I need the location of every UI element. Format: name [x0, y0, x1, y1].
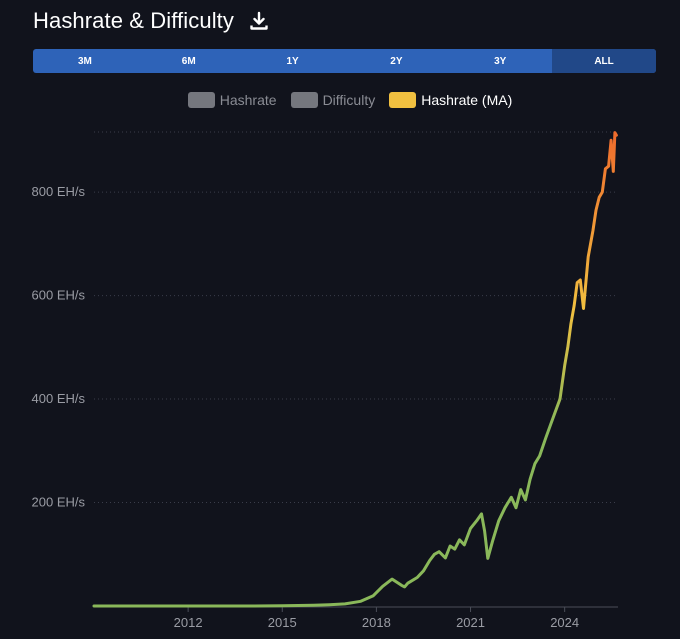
legend-item-difficulty[interactable]: Difficulty	[290, 92, 376, 108]
legend-swatch-hashrate	[187, 92, 215, 108]
legend-item-hashrate-ma[interactable]: Hashrate (MA)	[389, 92, 512, 108]
header: Hashrate & Difficulty	[33, 8, 270, 34]
x-tick-label: 2021	[456, 615, 485, 630]
x-tick-label: 2018	[362, 615, 391, 630]
legend-label-hashrate-ma: Hashrate (MA)	[421, 92, 513, 108]
legend-item-hashrate[interactable]: Hashrate	[187, 92, 277, 108]
chart-legend: Hashrate Difficulty Hashrate (MA)	[0, 92, 680, 108]
legend-swatch-hashrate-ma	[389, 92, 417, 108]
range-button-all[interactable]: ALL	[552, 49, 656, 73]
x-tick-label: 2024	[550, 615, 579, 630]
legend-swatch-difficulty	[290, 92, 318, 108]
legend-label-difficulty: Difficulty	[322, 92, 376, 108]
download-icon[interactable]	[248, 10, 270, 32]
time-range-selector: 3M 6M 1Y 2Y 3Y ALL	[33, 49, 656, 73]
page-title: Hashrate & Difficulty	[33, 8, 234, 33]
y-tick-label: 800 EH/s	[32, 184, 86, 199]
y-tick-label: 200 EH/s	[32, 495, 86, 510]
series-line-hashrate-ma[interactable]	[92, 131, 618, 608]
x-tick-label: 2015	[268, 615, 297, 630]
x-tick-label: 2012	[174, 615, 203, 630]
range-button-3y[interactable]: 3Y	[494, 55, 507, 67]
y-tick-label: 400 EH/s	[32, 391, 86, 406]
legend-label-hashrate: Hashrate	[219, 92, 277, 108]
range-button-3m[interactable]: 3M	[77, 55, 92, 67]
y-tick-label: 600 EH/s	[32, 288, 86, 303]
range-button-2y[interactable]: 2Y	[390, 55, 403, 67]
range-button-6m[interactable]: 6M	[181, 55, 196, 67]
range-button-1y[interactable]: 1Y	[286, 55, 299, 67]
